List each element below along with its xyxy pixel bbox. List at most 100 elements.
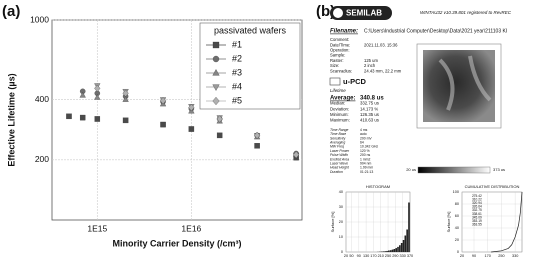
legend-marker: [212, 41, 220, 49]
x-tick-label: 170: [485, 254, 491, 258]
stat-label: Maximum:: [330, 118, 350, 123]
info-label: Scanradius:: [330, 68, 352, 73]
stat-label: Deviation:: [330, 106, 349, 111]
y-tick-label: 20: [339, 220, 343, 224]
param-label: Head Height: [330, 166, 350, 170]
histogram-bar: [384, 251, 387, 252]
x-tick-label: 370: [407, 254, 413, 258]
x-tick-label: 250: [385, 254, 391, 258]
info-value: 2 inch: [364, 63, 376, 68]
param-value: 200 ns: [360, 153, 370, 157]
legend-marker: [212, 69, 220, 76]
logo-text: SEMILAB: [346, 9, 382, 18]
histogram-bar: [400, 243, 403, 252]
y-tick-label: 1000: [30, 14, 49, 24]
x-tick-label: 330: [400, 254, 406, 258]
histogram-bar: [382, 251, 385, 252]
y-tick-label: 80: [455, 202, 459, 206]
logo-badge: [330, 6, 392, 20]
legend-title: passivated wafers: [214, 25, 287, 35]
y-axis-label: Surface [%]: [446, 212, 451, 233]
param-value: 120 %: [360, 149, 370, 153]
x-tick-label: 130: [363, 254, 369, 258]
data-point: [254, 131, 261, 139]
stat-value: 332.75 us: [360, 101, 379, 106]
param-value: 64: [360, 140, 364, 144]
y-tick-label: 0: [457, 250, 459, 254]
param-value: auto: [360, 132, 367, 136]
info-label: Comment:: [330, 37, 349, 42]
percentile-value: 338.61: [472, 212, 482, 216]
param-value: 01:21:13: [360, 170, 373, 174]
y-tick-label: 0: [341, 250, 343, 254]
y-tick-label: 20: [455, 238, 459, 242]
histogram-bar: [388, 250, 390, 252]
stat-value: 14.173 %: [360, 106, 378, 111]
data-point: [122, 96, 129, 102]
histogram-bar: [391, 249, 394, 252]
histogram-bar: [408, 202, 410, 252]
param-label: Duration: [330, 170, 343, 174]
histogram-bar: [406, 229, 408, 252]
data-point: [254, 143, 260, 149]
param-value: 200 mV: [360, 136, 372, 140]
map-feature: [438, 55, 492, 111]
data-point: [293, 151, 300, 159]
data-point: [188, 126, 195, 132]
stat-label: Average:: [330, 96, 355, 102]
y-axis-label: Surface [%]: [330, 212, 335, 233]
y-tick-label: 60: [455, 214, 459, 218]
info-label: Date/Time:: [330, 42, 350, 47]
y-tick-label: 10: [339, 235, 343, 239]
map-scale-max: 373 us: [493, 167, 505, 172]
histogram-bar: [393, 249, 396, 252]
histogram-bar: [404, 235, 407, 252]
x-tick-label: 1E16: [181, 223, 201, 233]
panel-label: (b): [316, 3, 335, 20]
param-label: Laser Wave: [330, 161, 348, 165]
param-value: 904 nm: [360, 161, 371, 165]
percentile-value: 320.94: [472, 201, 482, 205]
legend-marker: [212, 55, 220, 63]
param-label: Time Range: [330, 128, 349, 132]
data-point: [79, 91, 86, 98]
percentile-value: 363.55: [472, 223, 482, 227]
param-value: 1.99 mm: [360, 166, 373, 170]
param-label: Laser Power: [330, 149, 350, 153]
chart-title: HISTOGRAM: [366, 184, 390, 189]
percentile-value: 345.09: [472, 215, 482, 219]
version: WINTAU32 v10.39.801 registered to RevREC: [420, 10, 512, 15]
x-tick-label: 170: [370, 254, 376, 258]
legend-marker: [212, 84, 220, 91]
x-axis-label: Minority Carrier Density (/cm³): [112, 238, 241, 248]
y-tick-label: 30: [339, 205, 343, 209]
percentile-value: 353.19: [472, 219, 482, 223]
data-point: [79, 114, 86, 121]
map-scale: [417, 166, 491, 174]
y-tick-label: 200: [35, 154, 49, 164]
stat-label: Minimum:: [330, 112, 349, 117]
stat-value: 126.35 us: [360, 112, 379, 117]
info-value: 2021.11.03. 15:36: [364, 42, 398, 47]
legend-marker: [212, 96, 220, 106]
y-tick-label: 40: [455, 226, 459, 230]
info-label: Sample:: [330, 53, 345, 58]
data-point: [160, 121, 166, 128]
x-tick-label: 250: [498, 254, 504, 258]
data-point: [94, 94, 101, 100]
data-point: [122, 117, 129, 124]
param-label: MW Freq: [330, 145, 344, 149]
data-point: [66, 113, 72, 120]
legend-label: #2: [232, 53, 242, 63]
info-value: 24.43 mm, 22.2 mm: [364, 68, 402, 73]
x-tick-label: 1E15: [87, 223, 107, 233]
param-value: 10.342 GHz: [360, 145, 378, 149]
x-tick-label: 20: [460, 254, 464, 258]
y-tick-label: 100: [453, 190, 459, 194]
info-label: Operation:: [330, 48, 350, 53]
histogram-bar: [397, 246, 399, 252]
lifetime-map: [423, 50, 495, 122]
map-scale-min: 20 us: [406, 167, 416, 172]
legend-label: #1: [232, 39, 242, 49]
